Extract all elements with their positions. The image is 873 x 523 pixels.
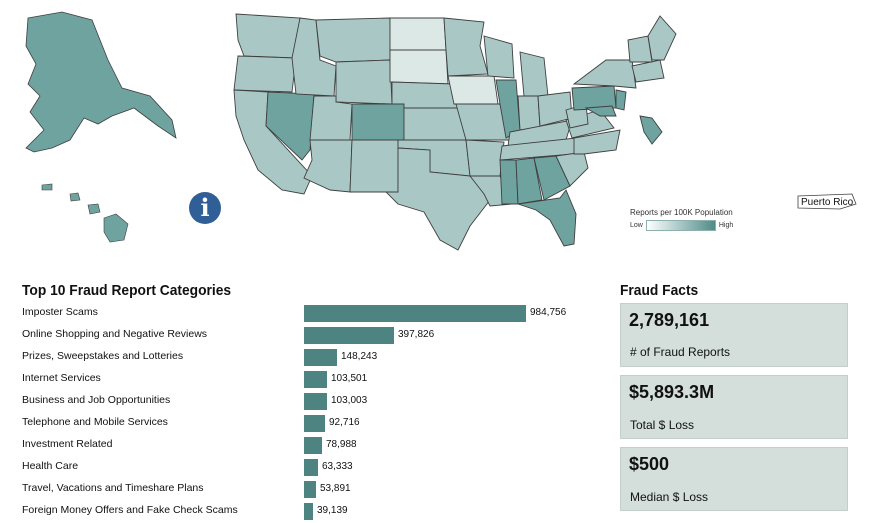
state-arizona[interactable] (303, 139, 353, 193)
fact-value: 2,789,161 (629, 310, 710, 330)
puerto-rico-label: Puerto Rico (801, 197, 854, 208)
map-svg (25, 11, 857, 251)
category-label: Investment Related (22, 438, 113, 450)
state-vermont-nh[interactable] (627, 35, 653, 63)
state-montana[interactable] (315, 17, 391, 63)
state-new-jersey[interactable] (615, 89, 627, 111)
category-label: Health Care (22, 460, 79, 472)
category-label: Imposter Scams (22, 306, 98, 318)
state-arkansas[interactable] (465, 139, 505, 177)
bar[interactable] (304, 327, 394, 344)
bar-row: Prizes, Sweepstakes and Lotteries 148,243 (22, 347, 602, 369)
bar-row: Telephone and Mobile Services 92,716 (22, 413, 602, 435)
fact-label: # of Fraud Reports (630, 345, 731, 359)
state-colorado[interactable] (351, 103, 405, 141)
state-florida[interactable] (517, 189, 577, 247)
state-minnesota[interactable] (443, 17, 489, 77)
state-michigan[interactable] (519, 51, 549, 97)
state-wisconsin[interactable] (483, 35, 515, 79)
bar-row: Online Shopping and Negative Reviews 397,… (22, 325, 602, 347)
territory-puerto-rico[interactable] (797, 193, 857, 210)
bar[interactable] (304, 349, 337, 366)
legend-high-label: High (718, 222, 734, 229)
state-new-york[interactable] (572, 59, 637, 89)
state-south-dakota[interactable] (389, 49, 449, 85)
category-label: Foreign Money Offers and Fake Check Scam… (22, 504, 238, 516)
bar-row: Internet Services 103,501 (22, 369, 602, 391)
bar[interactable] (304, 459, 318, 476)
state-washington[interactable] (235, 13, 301, 59)
bar[interactable] (304, 371, 327, 388)
state-delaware-dc[interactable] (639, 115, 663, 145)
state-kansas[interactable] (403, 107, 467, 141)
bar-row: Imposter Scams 984,756 (22, 303, 602, 325)
state-hawaii[interactable] (41, 183, 129, 243)
bar-value-label: 53,891 (320, 483, 351, 494)
bar-value-label: 103,003 (331, 395, 368, 406)
bar-value-label: 39,139 (317, 505, 348, 516)
category-label: Internet Services (22, 372, 101, 384)
state-north-carolina[interactable] (573, 129, 621, 155)
legend-scale: Low High (630, 220, 740, 231)
state-iowa[interactable] (447, 75, 499, 105)
fact-value: $500 (629, 454, 670, 474)
fact-card: $500 Median $ Loss (620, 447, 848, 511)
fact-card: $5,893.3M Total $ Loss (620, 375, 848, 439)
bar-row: Business and Job Opportunities 103,003 (22, 391, 602, 413)
category-label: Telephone and Mobile Services (22, 416, 168, 428)
contiguous-states (233, 13, 677, 251)
bar[interactable] (304, 393, 327, 410)
bar-value-label: 984,756 (530, 307, 567, 318)
state-oregon[interactable] (233, 55, 297, 93)
bar-value-label: 148,243 (341, 351, 378, 362)
state-new-mexico[interactable] (349, 139, 399, 193)
fact-card: 2,789,161 # of Fraud Reports (620, 303, 848, 367)
state-connecticut-ri-ma[interactable] (631, 59, 665, 83)
us-choropleth-map: i Puerto Rico Reports per 100K Populatio… (25, 11, 857, 251)
info-icon[interactable]: i (189, 192, 221, 224)
bar[interactable] (304, 503, 313, 520)
state-indiana[interactable] (517, 95, 541, 131)
state-mississippi[interactable] (499, 159, 519, 205)
state-wyoming[interactable] (335, 59, 393, 105)
fact-value: $5,893.3M (629, 382, 715, 402)
bar-value-label: 103,501 (331, 373, 368, 384)
bar-row: Foreign Money Offers and Fake Check Scam… (22, 501, 602, 523)
facts-title: Fraud Facts (620, 282, 699, 299)
bar-value-label: 63,333 (322, 461, 353, 472)
bar[interactable] (304, 481, 316, 498)
legend-low-label: Low (630, 222, 643, 229)
category-label: Business and Job Opportunities (22, 394, 171, 406)
category-label: Travel, Vacations and Timeshare Plans (22, 482, 204, 494)
bar-value-label: 397,826 (398, 329, 435, 340)
bar-row: Health Care 63,333 (22, 457, 602, 479)
state-alabama[interactable] (515, 157, 543, 205)
state-alaska[interactable] (25, 11, 177, 153)
legend-gradient (645, 220, 716, 231)
category-label: Prizes, Sweepstakes and Lotteries (22, 350, 184, 362)
fact-label: Median $ Loss (630, 490, 709, 504)
bar-value-label: 78,988 (326, 439, 357, 450)
fraud-categories-bar-chart: Imposter Scams 984,756 Online Shopping and… (22, 303, 602, 523)
bar-value-label: 92,716 (329, 417, 360, 428)
legend-title: Reports per 100K Population (630, 208, 733, 217)
state-texas[interactable] (384, 147, 491, 251)
bar-row: Investment Related 78,988 (22, 435, 602, 457)
categories-title: Top 10 Fraud Report Categories (22, 282, 232, 299)
map-legend: Reports per 100K Population Low High (630, 208, 740, 231)
state-maine[interactable] (647, 15, 677, 61)
state-maryland[interactable] (584, 105, 617, 117)
fact-label: Total $ Loss (630, 418, 695, 432)
state-north-dakota[interactable] (389, 17, 447, 51)
bar[interactable] (304, 437, 322, 454)
bar-row: Travel, Vacations and Timeshare Plans 53,… (22, 479, 602, 501)
bar[interactable] (304, 305, 526, 322)
category-label: Online Shopping and Negative Reviews (22, 328, 208, 340)
bar[interactable] (304, 415, 325, 432)
